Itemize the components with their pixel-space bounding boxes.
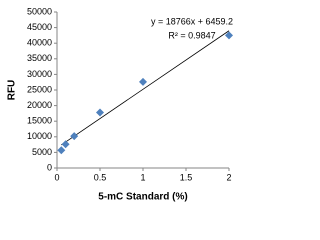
- y-tick-label: 25000: [27, 84, 52, 94]
- y-tick-label: 20000: [27, 100, 52, 110]
- data-point: [139, 77, 147, 86]
- x-tick-label: 1.5: [180, 172, 193, 182]
- x-tick-label: 0.5: [94, 172, 107, 182]
- x-tick-label: 0: [54, 172, 59, 182]
- y-tick-label: 35000: [27, 53, 52, 63]
- x-tick-label: 2: [226, 172, 231, 182]
- data-point: [70, 132, 79, 141]
- chart: RFU 5-mC Standard (%) y = 18766x + 6459.…: [7, 6, 233, 203]
- y-axis-label: RFU: [7, 80, 18, 101]
- y-tick-label: 40000: [27, 38, 52, 48]
- y-tick-label: 10000: [27, 131, 52, 141]
- data-point: [57, 146, 66, 155]
- data-point: [61, 140, 70, 149]
- y-tick-label: 0: [47, 162, 52, 172]
- y-tick-label: 30000: [27, 69, 52, 79]
- y-tick-label: 5000: [32, 147, 52, 157]
- y-tick-label: 50000: [27, 6, 52, 16]
- data-point: [225, 31, 233, 40]
- trendline: [61, 30, 230, 146]
- trendline-r2: R² = 0.9847: [168, 30, 215, 40]
- x-axis-label: 5-mC Standard (%): [98, 192, 187, 203]
- data-point: [96, 108, 104, 117]
- x-tick-label: 1: [140, 172, 145, 182]
- trendline-equation: y = 18766x + 6459.2: [151, 16, 233, 26]
- y-tick-label: 15000: [27, 116, 52, 126]
- y-tick-label: 45000: [27, 22, 52, 32]
